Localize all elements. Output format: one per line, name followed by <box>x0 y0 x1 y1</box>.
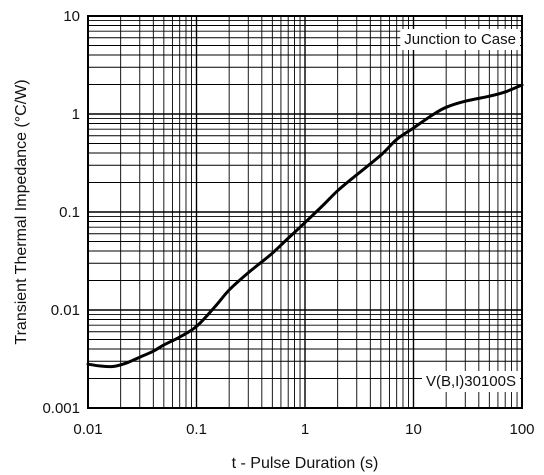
y-tick-label: 0.1 <box>59 204 80 221</box>
x-tick-label: 0.1 <box>186 421 207 438</box>
annotation-junction-to-case: Junction to Case <box>404 31 516 48</box>
impedance-curve <box>86 83 524 369</box>
y-tick-label: 0.01 <box>51 302 80 319</box>
y-tick-labels: 0.001 0.01 0.1 1 10 <box>42 8 80 417</box>
y-axis-label: Transient Thermal Impedance (°C/W) <box>13 79 30 344</box>
annotation-part-number-box <box>421 371 520 392</box>
x-axis-label: t - Pulse Duration (s) <box>232 455 379 472</box>
x-tick-labels: 0.01 0.1 1 10 100 <box>73 421 534 438</box>
y-tick-label: 10 <box>63 8 80 25</box>
y-tick-label: 0.001 <box>42 400 80 417</box>
x-tick-label: 100 <box>509 421 534 438</box>
y-tick-label: 1 <box>72 106 80 123</box>
annotation-part-number: V(B,I)30100S <box>426 373 516 390</box>
annotation-junction-to-case-box <box>400 29 520 50</box>
x-tick-label: 1 <box>301 421 309 438</box>
x-tick-label: 10 <box>405 421 422 438</box>
x-tick-label: 0.01 <box>73 421 102 438</box>
plot-frame <box>87 15 523 409</box>
